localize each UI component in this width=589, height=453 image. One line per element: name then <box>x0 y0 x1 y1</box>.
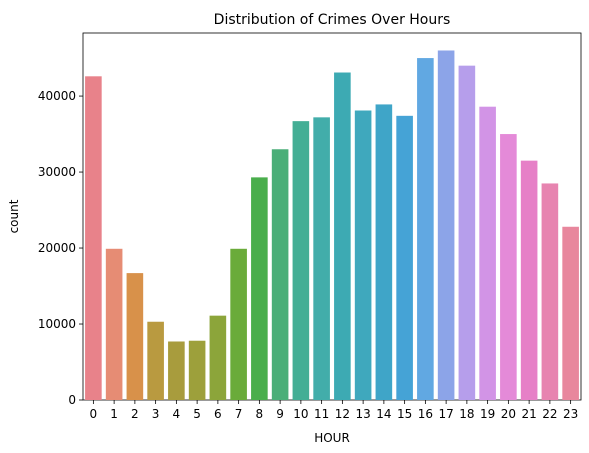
plot-frame <box>82 32 582 401</box>
x-tick-label: 15 <box>397 407 412 421</box>
y-axis: 0 10000 20000 30000 40000 <box>38 89 83 407</box>
x-tick-label: 8 <box>256 407 264 421</box>
bar-hour-4 <box>168 341 185 400</box>
x-tick-label: 6 <box>214 407 222 421</box>
x-tick-label: 13 <box>355 407 370 421</box>
bar-hour-22 <box>541 183 559 400</box>
x-tick-label: 5 <box>193 407 201 421</box>
plot-area <box>82 32 582 401</box>
x-tick-label: 9 <box>276 407 284 421</box>
bar-hour-18 <box>458 65 476 401</box>
y-tick-label: 20000 <box>38 241 76 255</box>
x-tick-label: 21 <box>521 407 536 421</box>
x-tick-label: 23 <box>563 407 578 421</box>
bar-hour-0 <box>85 76 102 400</box>
bar-hour-21 <box>520 160 538 400</box>
x-tick-label: 2 <box>131 407 139 421</box>
y-axis-label: count <box>7 199 21 233</box>
bar-hour-3 <box>147 321 164 400</box>
x-tick-label: 1 <box>110 407 118 421</box>
x-tick-label: 11 <box>314 407 329 421</box>
x-tick-label: 17 <box>438 407 453 421</box>
x-axis: 0 1 2 3 4 5 6 7 8 9 10 11 12 13 14 15 16 17 18 19 20 21 22 23 <box>90 400 578 421</box>
y-tick-label: 30000 <box>38 165 76 179</box>
bar-hour-13 <box>354 110 372 400</box>
y-tick-label: 0 <box>68 393 76 407</box>
x-tick-label: 10 <box>293 407 308 421</box>
bar-hour-9 <box>271 149 289 400</box>
bar-hour-17 <box>437 50 455 400</box>
y-tick-label: 40000 <box>38 89 76 103</box>
bar-hour-15 <box>396 115 413 400</box>
bar-hour-11 <box>313 117 330 400</box>
x-tick-label: 18 <box>459 407 474 421</box>
bar-hour-7 <box>230 248 247 400</box>
bar-hour-16 <box>417 58 434 400</box>
x-tick-label: 4 <box>173 407 181 421</box>
bar-hour-20 <box>500 134 517 400</box>
x-tick-label: 20 <box>501 407 516 421</box>
x-tick-label: 3 <box>152 407 160 421</box>
x-tick-label: 0 <box>90 407 98 421</box>
bar-hour-10 <box>292 121 310 400</box>
x-tick-label: 19 <box>480 407 495 421</box>
bars-group <box>85 50 579 401</box>
bar-hour-5 <box>188 340 206 400</box>
bar-hour-8 <box>251 177 268 400</box>
x-tick-label: 14 <box>376 407 391 421</box>
x-tick-label: 16 <box>418 407 433 421</box>
y-tick-label: 10000 <box>38 317 76 331</box>
bar-hour-23 <box>562 226 579 400</box>
bar-hour-12 <box>334 72 351 400</box>
bar-hour-14 <box>375 104 393 401</box>
x-tick-label: 7 <box>235 407 243 421</box>
bar-hour-1 <box>105 248 123 400</box>
x-axis-label: HOUR <box>314 431 350 445</box>
chart-title: Distribution of Crimes Over Hours <box>214 12 451 28</box>
bar-hour-19 <box>479 106 496 400</box>
x-tick-label: 22 <box>542 407 557 421</box>
x-tick-label: 12 <box>335 407 350 421</box>
bar-hour-6 <box>209 315 227 400</box>
bar-hour-2 <box>126 273 144 400</box>
